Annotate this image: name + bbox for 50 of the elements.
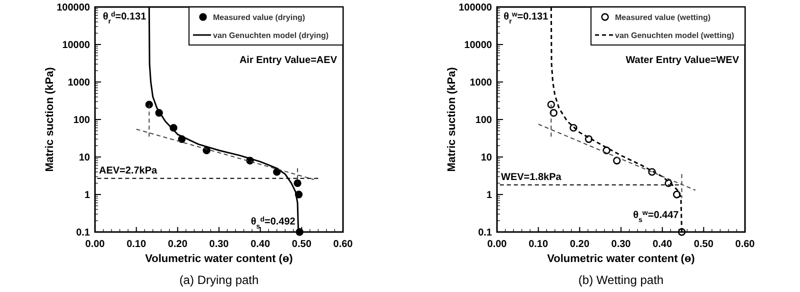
y-tick-label: 100 xyxy=(475,115,492,126)
y-tick-label: 0.1 xyxy=(478,228,492,238)
x-axis-title: Volumetric water content (ɵ) xyxy=(145,253,294,265)
y-axis-title: Matric suction (kPa) xyxy=(44,66,56,172)
annotation: θ$_{s}$$^{d}$=0.492 xyxy=(250,215,296,230)
y-tick-label: 10000 xyxy=(62,40,90,51)
y-tick-label: 100000 xyxy=(56,2,90,14)
legend-label: Measured value (wetting) xyxy=(615,13,711,22)
text: (a) Drying path xyxy=(179,273,259,287)
y-tick-label: 1000 xyxy=(68,78,90,88)
legend-label: van Genuchten model (wetting) xyxy=(615,31,734,40)
legend-label: van Genuchten model (drying) xyxy=(213,31,329,40)
text: (b) Wetting path xyxy=(578,273,664,287)
annotation: Air Entry Value=AEV xyxy=(239,55,338,66)
y-tick-label: 10 xyxy=(78,152,90,164)
x-tick-label: 0.30 xyxy=(611,239,632,250)
annotation: AEV=2.7kPa xyxy=(99,165,158,176)
annotation: θ$_{r}$$^{d}$=0.131 xyxy=(102,10,147,25)
annotation: θ$_{r}$$^{w}$=0.131 xyxy=(504,10,549,25)
x-tick-label: 0.10 xyxy=(126,239,146,250)
x-tick-label: 0.50 xyxy=(292,239,312,250)
y-tick-label: 1 xyxy=(84,190,90,201)
x-tick-label: 0.10 xyxy=(528,239,548,250)
annotation: WEV=1.8kPa xyxy=(501,172,562,183)
x-tick-label: 0.00 xyxy=(85,239,106,250)
point xyxy=(294,179,302,188)
point xyxy=(613,156,621,164)
annotation: Water Entry Value=WEV xyxy=(626,55,740,66)
x-axis-title: Volumetric water content (ɵ) xyxy=(547,253,696,265)
x-tick-label: 0.20 xyxy=(168,239,188,250)
y-tick-label: 10000 xyxy=(464,40,492,51)
x-tick-label: 0.20 xyxy=(570,239,590,250)
y-tick-label: 1000 xyxy=(470,78,492,88)
x-tick-label: 0.60 xyxy=(333,239,354,250)
x-tick-label: 0.40 xyxy=(652,239,672,250)
x-tick-label: 0.60 xyxy=(735,239,756,250)
y-tick-label: 100000 xyxy=(458,2,492,14)
x-tick-label: 0.50 xyxy=(694,239,714,250)
point xyxy=(550,109,558,117)
y-axis-title: Matric suction (kPa) xyxy=(446,66,458,172)
y-tick-label: 10 xyxy=(480,152,492,164)
legend-label: Measured value (drying) xyxy=(213,13,306,22)
y-tick-label: 1 xyxy=(486,190,492,201)
y-tick-label: 0.1 xyxy=(76,228,90,238)
y-tick-label: 100 xyxy=(73,115,90,126)
x-tick-label: 0.00 xyxy=(487,239,508,250)
point xyxy=(672,190,681,198)
x-tick-label: 0.30 xyxy=(209,239,230,250)
annotation: θ$_{s}$$^{w}$=0.447 xyxy=(633,210,680,224)
x-tick-label: 0.40 xyxy=(250,239,270,250)
